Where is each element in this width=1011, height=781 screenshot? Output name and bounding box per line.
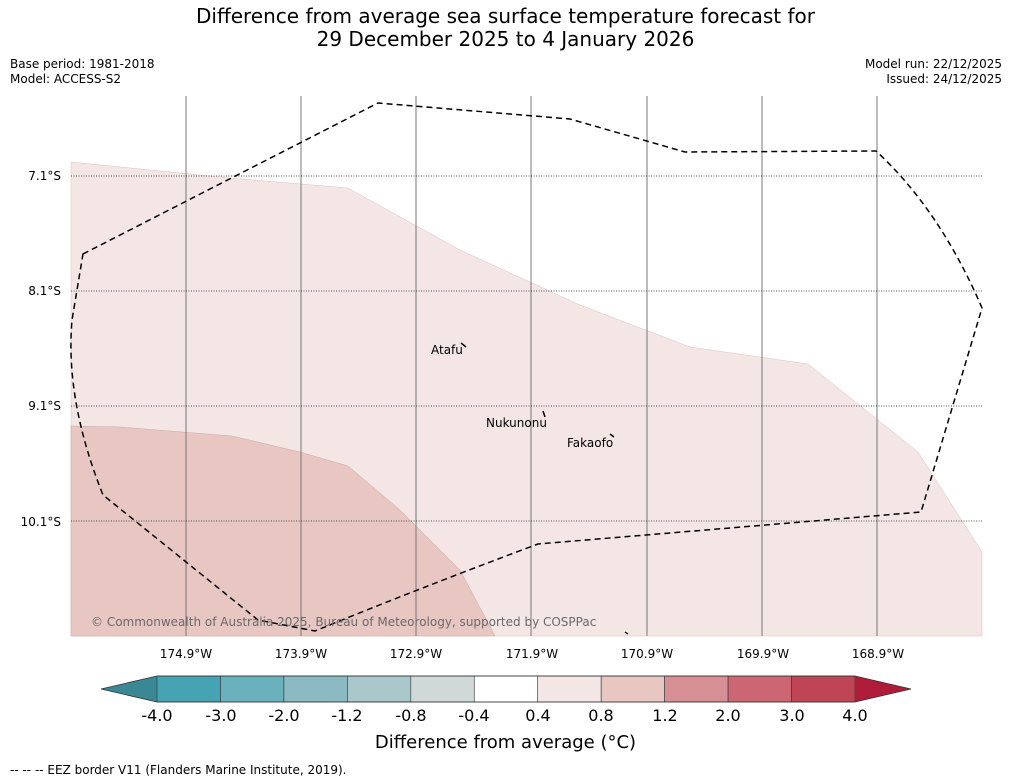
colorbar-bin (600, 675, 665, 703)
colorbar-tick-label: 0.8 (588, 706, 614, 725)
meta-right: Model run: 22/12/2025 Issued: 24/12/2025 (865, 57, 1002, 87)
colorbar-bin (791, 675, 856, 703)
colorbar-bin (220, 675, 285, 703)
colorbar-bin (664, 675, 729, 703)
colorbar-bin (347, 675, 412, 703)
colorbar-tick-label: 0.4 (525, 706, 551, 725)
colorbar-bin (156, 675, 221, 703)
colorbar-bin (410, 675, 475, 703)
copyright-notice: © Commonwealth of Australia 2025, Bureau… (91, 615, 597, 629)
colorbar-title: Difference from average (°C) (374, 732, 637, 753)
colorbar-over-arrow (855, 676, 911, 702)
colorbar-tick-label: -3.0 (205, 706, 237, 725)
colorbar (100, 675, 912, 703)
place-fakaofo: Fakaofo (567, 436, 614, 450)
colorbar-tick-label: 4.0 (842, 706, 868, 725)
eez-footnote: -- -- -- EEZ border V11 (Flanders Marine… (10, 763, 347, 777)
lat-tick-label: 8.1°S (28, 284, 61, 298)
colorbar-tick-label: -2.0 (268, 706, 300, 725)
colorbar-tick-label: -0.8 (395, 706, 427, 725)
colorbar-tick-label: 1.2 (652, 706, 678, 725)
place-nukunonu: Nukunonu (486, 416, 547, 430)
colorbar-under-arrow (101, 676, 157, 702)
region-0.8-1.2 (70, 425, 496, 637)
title-line-1: Difference from average sea surface temp… (195, 4, 815, 28)
place-atafu: Atafu (431, 343, 463, 357)
lon-tick-label: 172.9°W (389, 647, 443, 661)
colorbar-outline (100, 675, 912, 703)
lon-tick-label: 170.9°W (620, 647, 674, 661)
lat-tick-label: 9.1°S (28, 399, 61, 413)
colorbar-tick-label: -4.0 (141, 706, 173, 725)
lon-tick-label: 169.9°W (736, 647, 790, 661)
model-run: Model run: 22/12/2025 (864, 57, 1002, 71)
lat-tick-label: 10.1°S (20, 515, 61, 529)
colorbar-bin (473, 675, 539, 703)
colorbar-tick-label: 3.0 (779, 706, 805, 725)
colorbar-tick-label: -0.4 (458, 706, 490, 725)
eez-border (70, 102, 983, 632)
colorbar-bin (727, 675, 792, 703)
chart-title: Difference from average sea surface temp… (0, 5, 1011, 51)
lon-tick-label: 173.9°W (274, 647, 328, 661)
title-line-2: 29 December 2025 to 4 January 2026 (316, 27, 695, 51)
colorbar-bin (283, 675, 348, 703)
colorbar-tick-label: 2.0 (715, 706, 741, 725)
lat-tick-label: 7.1°S (28, 169, 61, 183)
nukunonu-marker (542, 410, 546, 418)
lon-tick-label: 174.9°W (159, 647, 213, 661)
colorbar-tick-label: -1.2 (331, 706, 363, 725)
colorbar-bin (537, 675, 602, 703)
model-name: Model: ACCESS-S2 (10, 72, 122, 86)
atafu-marker (460, 342, 467, 348)
fakaofo-marker (609, 433, 615, 438)
latitude-gridlines (71, 175, 982, 522)
meta-left: Base period: 1981-2018 Model: ACCESS-S2 (10, 57, 155, 87)
base-period: Base period: 1981-2018 (10, 57, 155, 71)
lon-tick-label: 171.9°W (505, 647, 559, 661)
issued-date: Issued: 24/12/2025 (886, 72, 1002, 86)
lon-tick-label: 168.9°W (851, 647, 905, 661)
longitude-gridlines (185, 96, 878, 636)
swains-marker (624, 631, 629, 635)
